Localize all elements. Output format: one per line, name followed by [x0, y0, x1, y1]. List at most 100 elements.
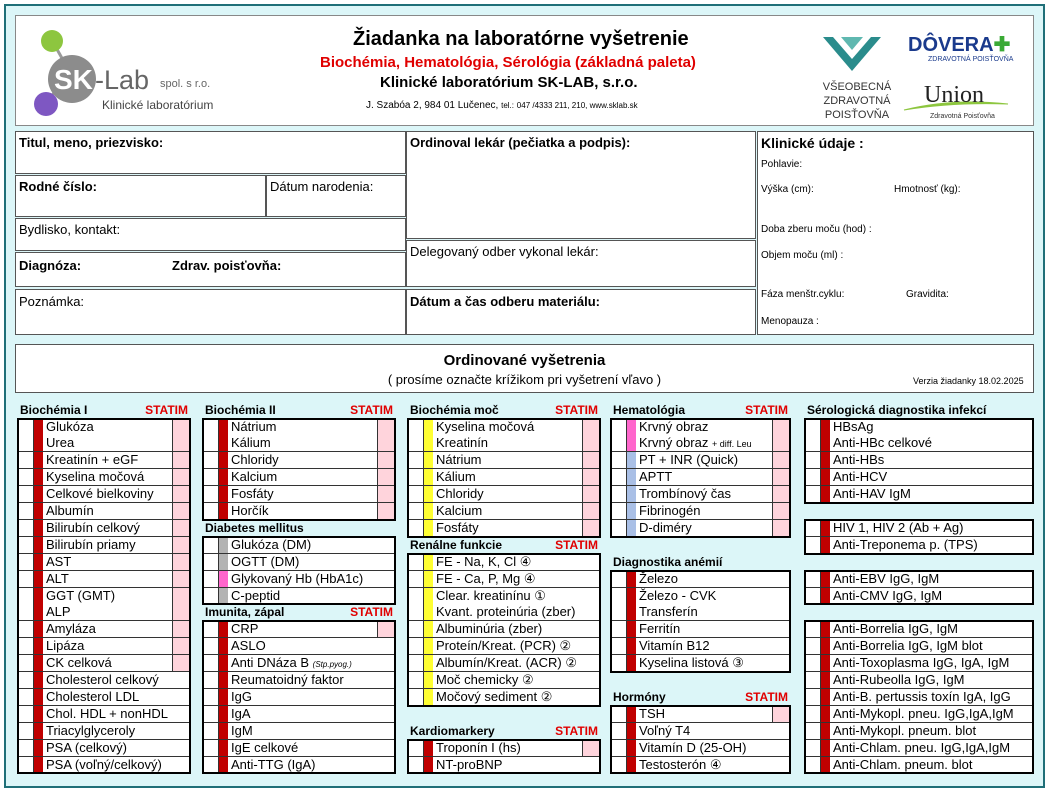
checkbox[interactable] — [805, 536, 821, 553]
checkbox[interactable] — [18, 587, 34, 604]
statim-box[interactable] — [772, 486, 790, 503]
checkbox[interactable] — [611, 519, 627, 536]
statim-box[interactable] — [377, 503, 395, 519]
checkbox[interactable] — [18, 638, 34, 655]
checkbox[interactable] — [611, 705, 627, 722]
checkbox[interactable] — [18, 536, 34, 553]
checkbox[interactable] — [18, 739, 34, 756]
checkbox[interactable] — [805, 452, 821, 469]
checkbox[interactable] — [611, 604, 627, 621]
statim-box[interactable] — [172, 570, 190, 587]
statim-box[interactable] — [172, 469, 190, 486]
statim-box[interactable] — [772, 469, 790, 486]
checkbox[interactable] — [18, 418, 34, 435]
checkbox[interactable] — [408, 570, 424, 587]
statim-box[interactable] — [377, 621, 395, 638]
checkbox[interactable] — [18, 435, 34, 452]
statim-box[interactable] — [582, 452, 600, 469]
checkbox[interactable] — [18, 705, 34, 722]
statim-box[interactable] — [172, 604, 190, 621]
checkbox[interactable] — [611, 722, 627, 739]
checkbox[interactable] — [408, 486, 424, 503]
checkbox[interactable] — [805, 435, 821, 452]
statim-box[interactable] — [172, 536, 190, 553]
checkbox[interactable] — [203, 452, 219, 469]
statim-box[interactable] — [172, 587, 190, 604]
checkbox[interactable] — [408, 503, 424, 519]
statim-box[interactable] — [172, 638, 190, 655]
statim-box[interactable] — [772, 705, 790, 722]
checkbox[interactable] — [408, 655, 424, 672]
checkbox[interactable] — [203, 655, 219, 672]
statim-box[interactable] — [582, 435, 600, 452]
statim-box[interactable] — [582, 486, 600, 503]
checkbox[interactable] — [408, 519, 424, 536]
statim-box[interactable] — [582, 469, 600, 486]
statim-box[interactable] — [172, 452, 190, 469]
checkbox[interactable] — [18, 722, 34, 739]
checkbox[interactable] — [611, 486, 627, 503]
checkbox[interactable] — [805, 655, 821, 672]
checkbox[interactable] — [611, 452, 627, 469]
checkbox[interactable] — [203, 722, 219, 739]
checkbox[interactable] — [408, 739, 424, 756]
checkbox[interactable] — [408, 604, 424, 621]
checkbox[interactable] — [805, 756, 821, 773]
checkbox[interactable] — [805, 418, 821, 435]
statim-box[interactable] — [377, 418, 395, 435]
statim-box[interactable] — [772, 418, 790, 435]
statim-box[interactable] — [377, 452, 395, 469]
checkbox[interactable] — [805, 621, 821, 638]
checkbox[interactable] — [611, 655, 627, 672]
checkbox[interactable] — [408, 435, 424, 452]
statim-box[interactable] — [772, 452, 790, 469]
checkbox[interactable] — [805, 672, 821, 688]
checkbox[interactable] — [203, 739, 219, 756]
checkbox[interactable] — [203, 553, 219, 570]
statim-box[interactable] — [172, 418, 190, 435]
checkbox[interactable] — [611, 756, 627, 773]
checkbox[interactable] — [805, 722, 821, 739]
checkbox[interactable] — [805, 739, 821, 756]
checkbox[interactable] — [18, 519, 34, 536]
checkbox[interactable] — [18, 621, 34, 638]
statim-box[interactable] — [582, 418, 600, 435]
checkbox[interactable] — [18, 604, 34, 621]
checkbox[interactable] — [408, 553, 424, 570]
checkbox[interactable] — [408, 621, 424, 638]
statim-box[interactable] — [582, 519, 600, 536]
checkbox[interactable] — [203, 469, 219, 486]
checkbox[interactable] — [805, 587, 821, 604]
checkbox[interactable] — [408, 756, 424, 773]
checkbox[interactable] — [611, 469, 627, 486]
checkbox[interactable] — [408, 688, 424, 705]
checkbox[interactable] — [203, 418, 219, 435]
checkbox[interactable] — [18, 452, 34, 469]
statim-box[interactable] — [377, 469, 395, 486]
checkbox[interactable] — [18, 553, 34, 570]
checkbox[interactable] — [203, 536, 219, 553]
checkbox[interactable] — [203, 570, 219, 587]
checkbox[interactable] — [611, 621, 627, 638]
statim-box[interactable] — [172, 519, 190, 536]
checkbox[interactable] — [18, 655, 34, 672]
checkbox[interactable] — [203, 705, 219, 722]
checkbox[interactable] — [203, 672, 219, 688]
checkbox[interactable] — [203, 587, 219, 604]
checkbox[interactable] — [203, 486, 219, 503]
checkbox[interactable] — [805, 469, 821, 486]
statim-box[interactable] — [172, 486, 190, 503]
statim-box[interactable] — [582, 739, 600, 756]
statim-box[interactable] — [172, 655, 190, 672]
checkbox[interactable] — [805, 688, 821, 705]
statim-box[interactable] — [172, 621, 190, 638]
checkbox[interactable] — [611, 503, 627, 519]
checkbox[interactable] — [408, 418, 424, 435]
statim-box[interactable] — [377, 486, 395, 503]
checkbox[interactable] — [408, 587, 424, 604]
checkbox[interactable] — [805, 570, 821, 587]
statim-box[interactable] — [772, 435, 790, 452]
checkbox[interactable] — [18, 486, 34, 503]
checkbox[interactable] — [18, 469, 34, 486]
statim-box[interactable] — [172, 553, 190, 570]
